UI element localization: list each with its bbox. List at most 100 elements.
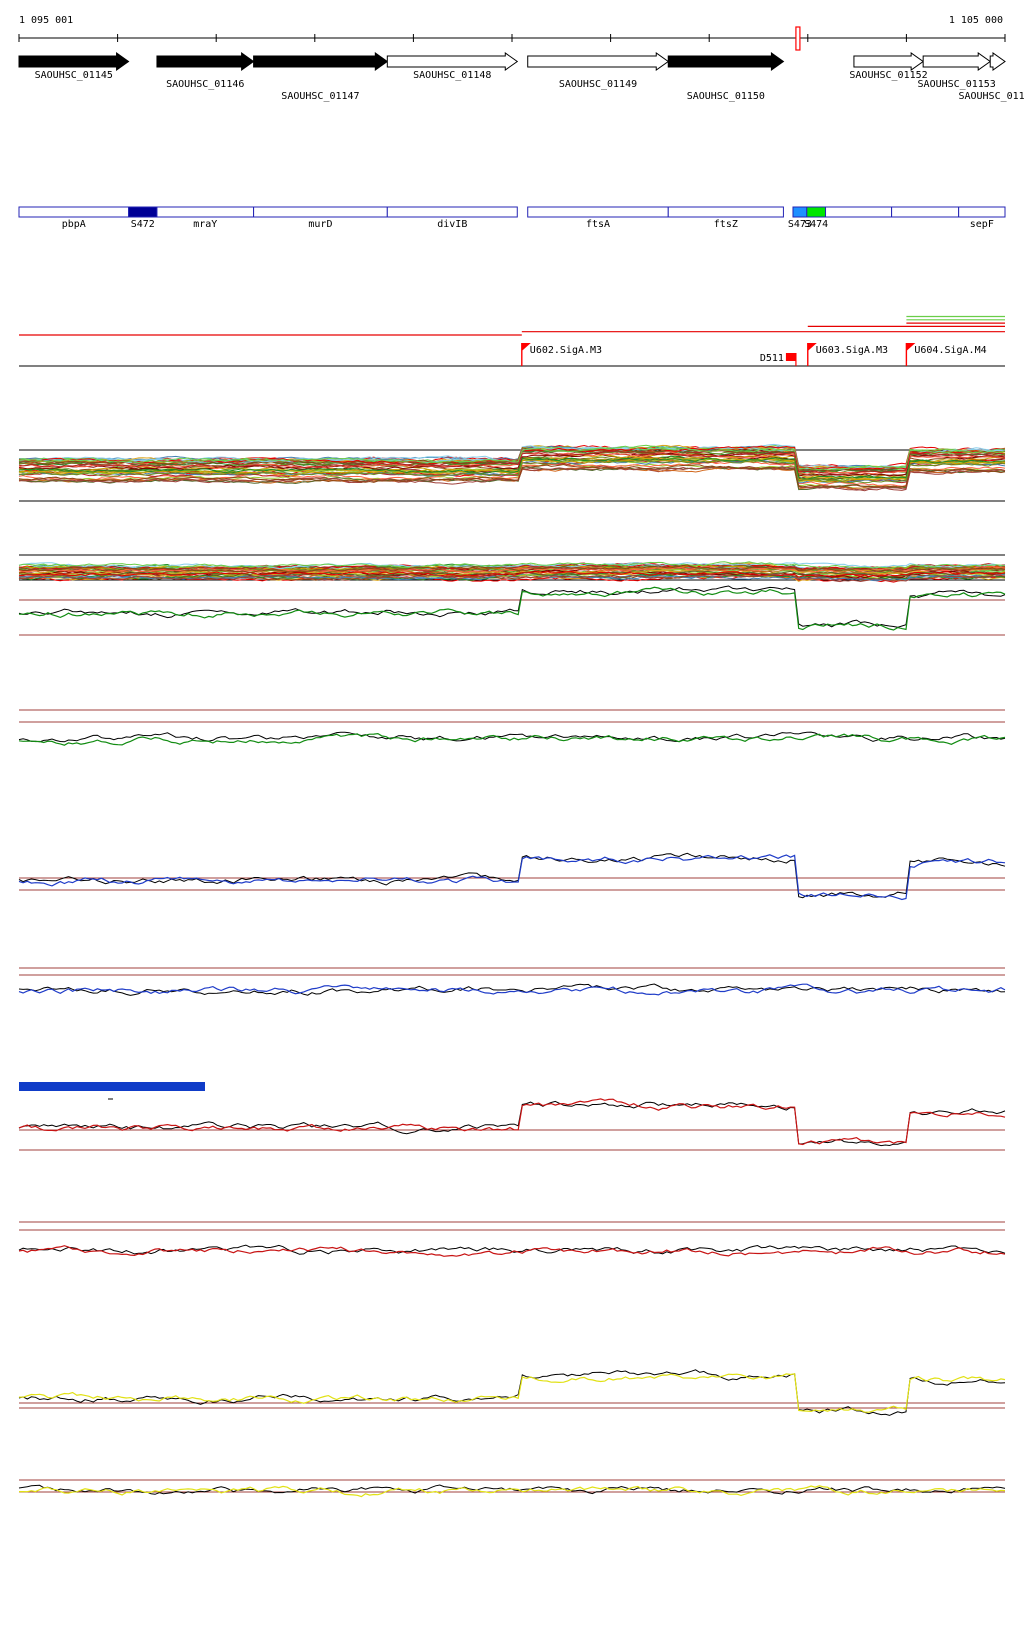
profile-line — [18, 458, 1006, 484]
profile-line — [18, 445, 1006, 471]
feature-box[interactable] — [386, 206, 518, 218]
feature-label: sepF — [970, 219, 994, 230]
feature-label: murD — [308, 219, 332, 230]
transcript-track — [19, 315, 1005, 336]
feature-box[interactable] — [18, 206, 130, 218]
profile-line-condition — [18, 732, 1006, 746]
feature-box[interactable] — [825, 206, 893, 218]
expression-track — [18, 1098, 1006, 1151]
promoter-label: U603.SigA.M3 — [816, 345, 888, 356]
profile-line — [18, 445, 1006, 470]
expression-track — [18, 967, 1006, 996]
regulatory-signal-track: U602.SigA.M3 U603.SigA.M3 U604.SigA.M4 D511 — [19, 343, 1005, 367]
feature-label: S473 — [788, 219, 812, 230]
gene-label: SAOUHSC_01153 — [918, 79, 996, 90]
gene-arrow[interactable] — [853, 52, 925, 71]
gene-annotation-track: SAOUHSC_01145 SAOUHSC_01146 SAOUHSC_01147 S… — [18, 52, 1024, 102]
profile-line-condition — [18, 1098, 1006, 1146]
gene-arrow[interactable] — [922, 52, 992, 71]
expression-track — [18, 443, 1006, 502]
profile-line — [18, 451, 1006, 475]
expression-profile-tracks — [18, 443, 1006, 1498]
profile-line — [18, 460, 1006, 487]
gene-label: SAOUHSC_01154 — [958, 91, 1024, 102]
ruler-ticks — [18, 34, 1006, 42]
gene-arrow[interactable] — [989, 52, 1006, 71]
feature-box[interactable] — [253, 206, 388, 218]
profile-line-reference — [18, 731, 1006, 743]
gene-arrow[interactable] — [386, 52, 519, 71]
profile-line-condition — [18, 1245, 1006, 1257]
gene-arrow[interactable] — [253, 52, 389, 71]
feature-box[interactable] — [958, 206, 1006, 218]
profile-line — [18, 463, 1006, 488]
profile-line — [18, 573, 1006, 583]
profile-line — [18, 450, 1006, 476]
track-group-separator-bar — [19, 1082, 205, 1091]
terminator-marker[interactable] — [785, 353, 796, 361]
expression-track — [18, 554, 1006, 583]
feature-label: S472 — [131, 219, 155, 230]
profile-line — [18, 457, 1006, 480]
feature-box[interactable] — [792, 206, 808, 218]
gene-label: SAOUHSC_01146 — [166, 79, 244, 90]
gene-arrow[interactable] — [527, 52, 670, 71]
position-marker[interactable] — [795, 26, 801, 51]
gene-label: SAOUHSC_01145 — [35, 70, 113, 81]
gene-label: SAOUHSC_01150 — [687, 91, 765, 102]
gene-label: SAOUHSC_01148 — [413, 70, 491, 81]
ruler-start-label: 1 095 001 — [19, 15, 73, 26]
profile-line-reference — [18, 983, 1006, 996]
gene-label: SAOUHSC_01149 — [559, 79, 637, 90]
feature-box[interactable] — [891, 206, 960, 218]
feature-box[interactable] — [527, 206, 669, 218]
profile-line — [18, 570, 1006, 578]
expression-track — [18, 1479, 1006, 1498]
profile-line-reference — [18, 1100, 1006, 1147]
feature-box[interactable] — [667, 206, 784, 218]
feature-label: pbpA — [62, 219, 86, 230]
profile-line-reference — [18, 1369, 1006, 1416]
profile-line — [18, 564, 1006, 573]
expression-track — [18, 1221, 1006, 1257]
terminator-label: D511 — [760, 353, 784, 364]
gene-label: SAOUHSC_01147 — [281, 91, 359, 102]
profile-line-reference — [18, 1244, 1006, 1255]
gene-arrow[interactable] — [156, 52, 255, 71]
coordinate-ruler: 1 095 001 1 105 000 — [18, 15, 1006, 51]
profile-line-reference — [18, 852, 1006, 899]
feature-label: ftsA — [586, 219, 610, 230]
profile-line-reference — [18, 1484, 1006, 1495]
feature-label: S474 — [804, 219, 828, 230]
expression-track — [18, 852, 1006, 901]
promoter-flag[interactable] — [521, 343, 531, 351]
profile-line-condition — [18, 983, 1006, 996]
feature-box[interactable] — [128, 206, 158, 218]
expression-track — [18, 585, 1006, 636]
profile-line-condition — [19, 1485, 1006, 1498]
ruler-end-label: 1 105 000 — [949, 15, 1003, 26]
promoter-label: U602.SigA.M3 — [530, 345, 602, 356]
profile-line-condition — [18, 1373, 1006, 1413]
profile-line-reference — [18, 585, 1006, 628]
profile-line-condition — [18, 586, 1006, 631]
expression-track — [18, 1369, 1006, 1416]
feature-box[interactable] — [806, 206, 827, 218]
expression-track — [18, 709, 1006, 746]
promoter-label: U604.SigA.M4 — [914, 345, 986, 356]
profile-line-condition — [18, 854, 1006, 901]
feature-box[interactable] — [156, 206, 255, 218]
promoter-flag[interactable] — [807, 343, 817, 351]
profile-line — [18, 561, 1006, 569]
gene-arrow[interactable] — [667, 52, 785, 71]
promoter-flag[interactable] — [906, 343, 916, 351]
feature-label: mraY — [193, 219, 217, 230]
profile-line — [18, 562, 1006, 570]
gene-label: SAOUHSC_01152 — [849, 70, 927, 81]
feature-label: divIB — [437, 219, 467, 230]
gene-arrow[interactable] — [18, 52, 130, 71]
feature-label: ftsZ — [714, 219, 738, 230]
profile-line — [18, 569, 1006, 576]
